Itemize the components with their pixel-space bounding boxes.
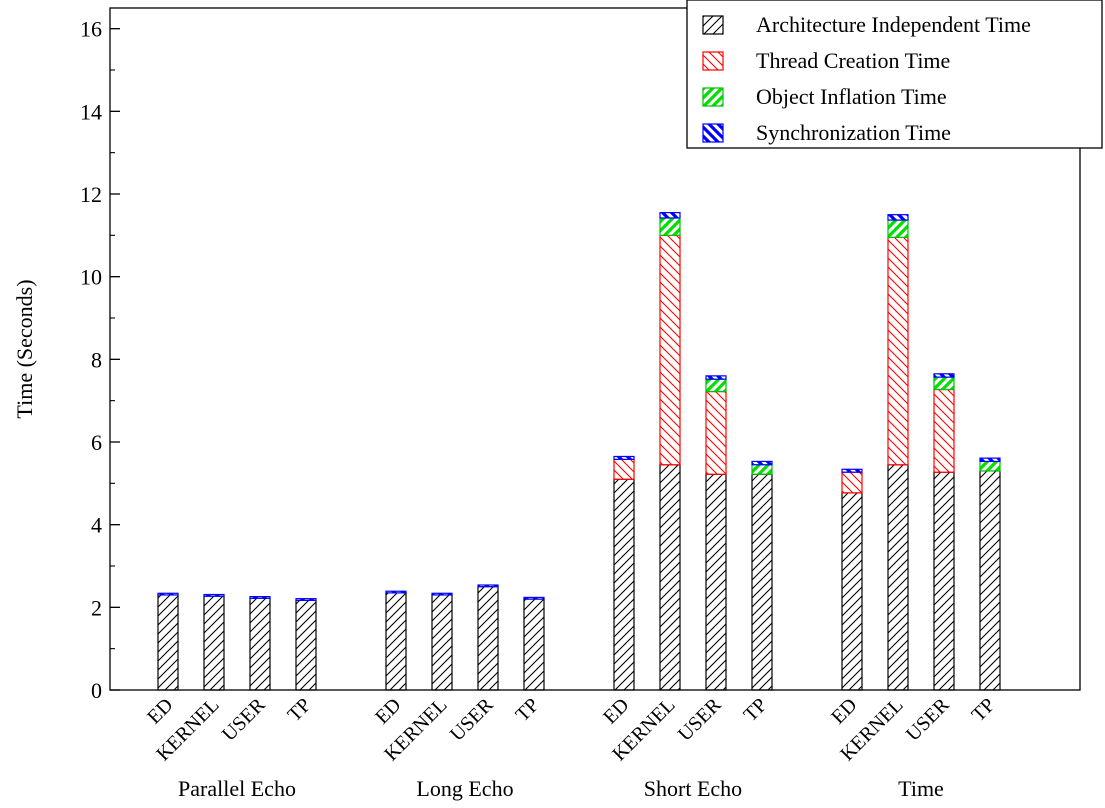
legend-label: Thread Creation Time xyxy=(756,48,950,73)
bar-segment xyxy=(523,596,545,600)
bar-segment xyxy=(385,592,407,691)
bar-segment xyxy=(477,586,499,691)
y-tick-label: 12 xyxy=(80,182,102,207)
bar-segment xyxy=(659,234,681,466)
legend-swatch xyxy=(702,123,724,143)
bar-segment xyxy=(203,593,225,597)
x-category-label: ED xyxy=(827,694,861,728)
bar-segment xyxy=(523,598,545,691)
bar-segment xyxy=(613,478,635,691)
bar-segment xyxy=(933,471,955,691)
bar-segment xyxy=(979,470,1001,691)
plot-frame xyxy=(109,7,1081,691)
legend-box xyxy=(686,0,1103,149)
bar-segment xyxy=(203,595,225,691)
y-axis: 0 2 4 6 8 10 12 14 16 xyxy=(80,17,120,703)
bar-segment xyxy=(979,460,1001,472)
bar-segment xyxy=(249,595,271,599)
bar-segment xyxy=(751,464,773,475)
x-group-label: Long Echo xyxy=(416,776,513,801)
x-category-label: USER xyxy=(674,694,726,746)
bar-segment xyxy=(705,473,727,691)
bar-segment xyxy=(613,458,635,480)
x-category-label: TP xyxy=(967,694,999,726)
x-category-label: ED xyxy=(143,694,177,728)
y-tick-label: 10 xyxy=(80,265,102,290)
bar-segment xyxy=(933,373,955,378)
legend-swatch xyxy=(702,87,724,107)
x-category-label: USER xyxy=(218,694,270,746)
bar-segment xyxy=(295,598,317,601)
bar-segment xyxy=(887,236,909,466)
legend: Architecture Independent Time Thread Crea… xyxy=(686,0,1103,149)
bar-segment xyxy=(385,590,407,594)
bar-segment xyxy=(979,457,1001,463)
bar-segment xyxy=(157,594,179,691)
bar-segment xyxy=(659,464,681,691)
y-tick-label: 4 xyxy=(91,513,102,538)
bar-segment xyxy=(887,464,909,691)
bar-segment xyxy=(841,492,863,691)
x-group-label: Parallel Echo xyxy=(178,776,296,801)
bar-segment xyxy=(705,375,727,380)
x-category-label: TP xyxy=(739,694,771,726)
x-category-label: ED xyxy=(599,694,633,728)
x-category-label: TP xyxy=(511,694,543,726)
bar-segment xyxy=(841,468,863,473)
y-tick-label: 6 xyxy=(91,430,102,455)
x-group-label: Time xyxy=(898,776,944,801)
bar-segment xyxy=(431,594,453,691)
x-category-label: USER xyxy=(446,694,498,746)
bar-segment xyxy=(887,214,909,221)
legend-label: Architecture Independent Time xyxy=(756,12,1031,37)
bar-segment xyxy=(659,212,681,219)
x-group-label: Short Echo xyxy=(644,776,742,801)
bar-segment xyxy=(705,378,727,393)
bar-segment xyxy=(751,460,773,466)
bar-segment xyxy=(887,219,909,238)
legend-swatch xyxy=(702,15,724,35)
bar-segment xyxy=(431,592,453,596)
bar-segment xyxy=(705,390,727,475)
bar-segment xyxy=(751,473,773,691)
bar-segment xyxy=(933,388,955,473)
y-tick-label: 2 xyxy=(91,595,102,620)
bar-segment xyxy=(157,592,179,596)
bar-segment xyxy=(477,584,499,588)
bar-segment xyxy=(613,455,635,460)
bar-segment xyxy=(659,217,681,236)
x-category-label: TP xyxy=(283,694,315,726)
y-tick-label: 8 xyxy=(91,347,102,372)
legend-label: Object Inflation Time xyxy=(756,84,947,109)
legend-label: Synchronization Time xyxy=(756,120,951,145)
bars-layer xyxy=(157,212,1001,691)
x-category-label: USER xyxy=(902,694,954,746)
bar-segment xyxy=(841,471,863,494)
legend-swatch xyxy=(702,51,724,71)
bar-segment xyxy=(933,376,955,391)
y-tick-label: 16 xyxy=(80,17,102,42)
x-category-label: ED xyxy=(371,694,405,728)
bar-segment xyxy=(295,599,317,691)
y-tick-label: 0 xyxy=(91,678,102,703)
y-axis-title: Time (Seconds) xyxy=(12,279,37,418)
y-tick-label: 14 xyxy=(80,99,102,124)
bar-segment xyxy=(249,597,271,691)
